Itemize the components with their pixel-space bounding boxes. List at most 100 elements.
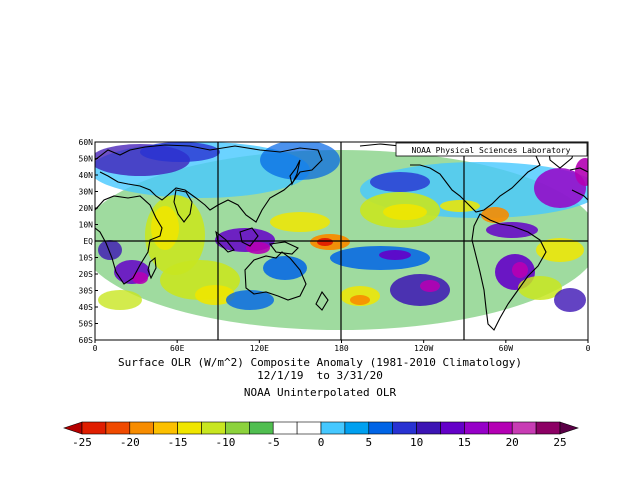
colorbar-cell [535, 421, 561, 435]
map-title: Surface OLR (W/m^2) Composite Anomaly (1… [118, 356, 522, 369]
latitude-labels: 60N 50N 40N 30N 20N 10N EQ 10S 20S 30S 40S 50S 60S [79, 138, 98, 345]
colorbar-label: 20 [506, 436, 519, 449]
colorbar-cells [63, 421, 579, 435]
colorbar-label: 15 [458, 436, 471, 449]
anomaly-region [140, 142, 220, 162]
anomaly-region [151, 206, 179, 250]
colorbar-label: -20 [120, 436, 140, 449]
map-subtitle: NOAA Uninterpolated OLR [243, 386, 397, 399]
lon-label: 60W [499, 344, 514, 353]
anomaly-region [554, 288, 586, 312]
colorbar-cell [177, 421, 202, 435]
coast-africa [95, 195, 163, 285]
colorbar-cell [344, 421, 370, 435]
lat-label: 40S [79, 303, 94, 312]
anomaly-region [379, 250, 411, 260]
colorbar-label: -10 [215, 436, 235, 449]
coast-new-zealand [315, 290, 329, 311]
anomaly-region [246, 242, 270, 254]
colorbar-cell [487, 421, 513, 435]
colorbar-cell [272, 421, 298, 435]
lon-label: 0 [586, 344, 591, 353]
anomaly-region [330, 246, 430, 270]
lat-label: 10S [79, 254, 94, 263]
colorbar-cell [129, 421, 155, 435]
colorbar-label: 0 [318, 436, 325, 449]
anomaly-region [486, 222, 538, 238]
lat-label: 20S [79, 270, 94, 279]
anomaly-region [383, 204, 427, 220]
colorbar-label: -5 [267, 436, 280, 449]
lon-label: 0 [93, 344, 98, 353]
colorbar-cell [225, 421, 250, 435]
map-date-range: 12/1/19 to 3/31/20 [257, 369, 383, 382]
colorbar-cell [392, 421, 417, 435]
anomaly-region [270, 212, 330, 232]
colorbar-label: 25 [553, 436, 566, 449]
credit-box [395, 142, 588, 157]
anomaly-region [440, 200, 480, 212]
colorbar-cell [296, 421, 322, 435]
grid-lines [95, 142, 588, 340]
colorbar-cell [153, 421, 178, 435]
anomaly-region [195, 285, 235, 305]
anomaly-region [98, 290, 142, 310]
lon-label: 180 [334, 344, 349, 353]
longitude-labels: 0 60E 120E 180 120W 60W 0 [93, 340, 591, 353]
colorbar-cell [368, 421, 393, 435]
colorbar-label: -15 [168, 436, 188, 449]
colorbar-label: 10 [410, 436, 423, 449]
anomaly-region [226, 290, 274, 310]
coast-europe-west [569, 167, 588, 201]
coast-japan [289, 159, 301, 186]
lat-label: EQ [83, 237, 93, 246]
coast-eurasia [95, 144, 323, 223]
colorbar-cell [320, 421, 346, 435]
coast-new-guinea [268, 241, 299, 255]
coast-australia [244, 251, 307, 301]
lat-label: 10N [79, 221, 94, 230]
lat-label: 50S [79, 320, 94, 329]
lat-label: 50N [79, 155, 94, 164]
lat-label: 20N [79, 204, 94, 213]
colorbar-cell [81, 421, 107, 435]
lat-label: 30N [79, 188, 94, 197]
colorbar-cell [511, 421, 537, 435]
anomaly-region [512, 262, 528, 278]
colorbar-label: -25 [72, 436, 92, 449]
olr-anomaly-map: NOAA Physical Sciences Laboratory 60N 50N… [79, 138, 591, 353]
coast-india [173, 189, 193, 223]
anomaly-region [518, 276, 562, 300]
anomaly-region [98, 240, 122, 260]
anomaly-region [132, 272, 148, 284]
credit-text: NOAA Physical Sciences Laboratory [412, 146, 571, 155]
anomaly-region [317, 238, 333, 246]
colorbar: -25 -20 -15 -10 -5 0 5 10 15 20 25 [63, 421, 579, 449]
anomaly-region [575, 158, 588, 186]
colorbar-labels: -25 -20 -15 -10 -5 0 5 10 15 20 25 [72, 436, 567, 449]
lon-label: 120W [414, 344, 433, 353]
lon-label: 60E [170, 344, 185, 353]
anomaly-region [534, 168, 586, 208]
lon-label: 120E [250, 344, 269, 353]
colorbar-cell [105, 421, 131, 435]
anomaly-region [370, 172, 430, 192]
lat-label: 40N [79, 171, 94, 180]
colorbar-cell [249, 421, 274, 435]
colorbar-cell [201, 421, 226, 435]
anomaly-region [536, 238, 584, 262]
colorbar-arrow-low [63, 421, 83, 435]
lat-label: 60S [79, 336, 94, 345]
colorbar-label: 5 [365, 436, 372, 449]
coast-madagascar [147, 256, 157, 280]
lat-label: 30S [79, 287, 94, 296]
colorbar-cell [416, 421, 441, 435]
colorbar-cell [440, 421, 465, 435]
anomaly-field [95, 142, 588, 330]
anomaly-region [420, 280, 440, 292]
anomaly-region [263, 256, 307, 280]
anomaly-region [390, 274, 450, 306]
coast-south-america [471, 213, 547, 331]
lat-label: 60N [79, 138, 94, 147]
colorbar-arrow-high [559, 421, 579, 435]
